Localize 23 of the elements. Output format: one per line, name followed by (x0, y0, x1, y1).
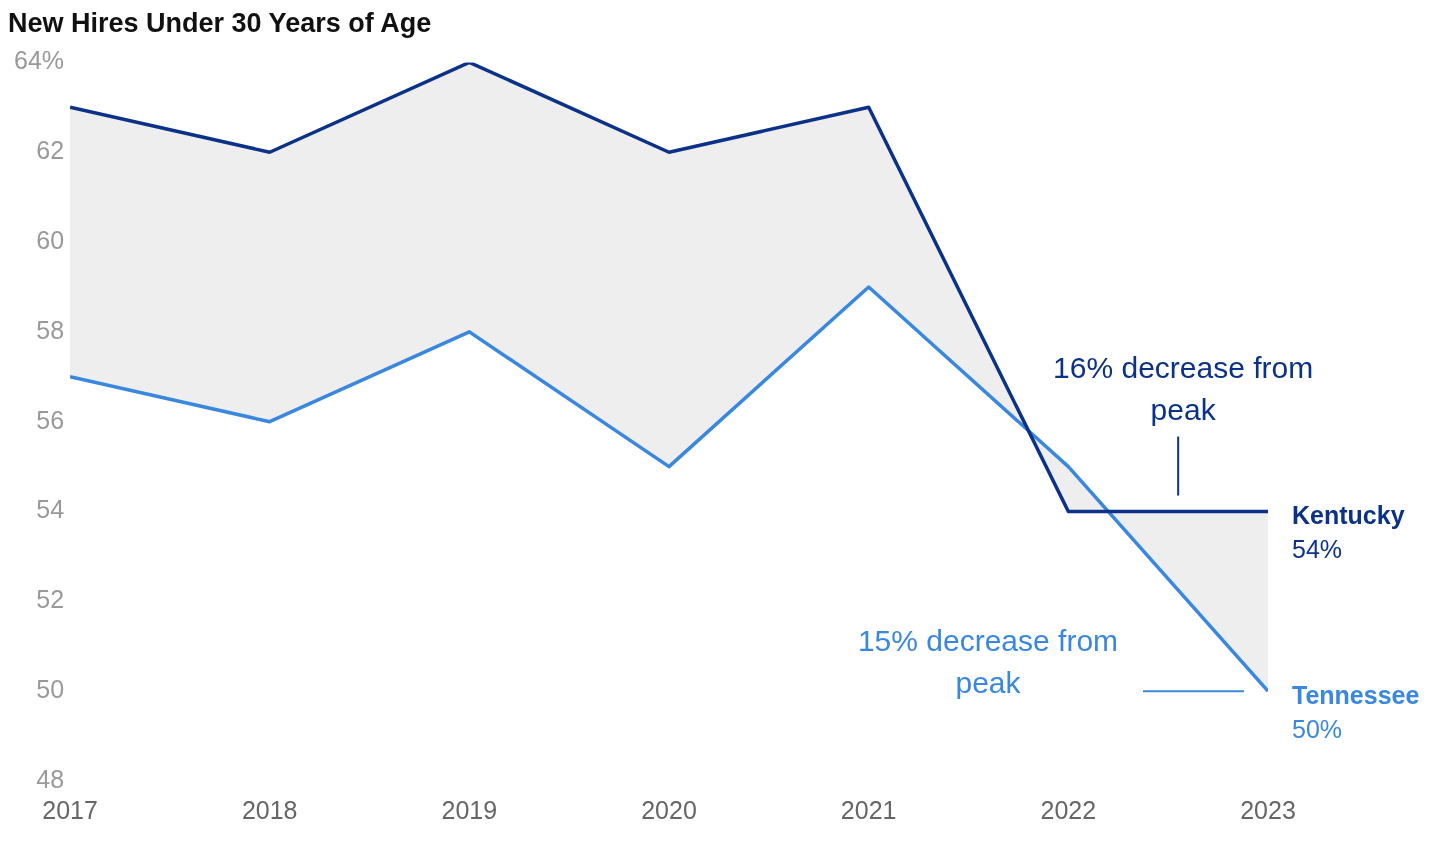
x-tick-label: 2019 (441, 795, 498, 824)
x-tick-label: 2020 (641, 795, 697, 824)
annotation: 16% decrease from peak (1053, 350, 1314, 426)
x-tick-label: 2023 (1240, 795, 1296, 824)
data-label: 54% (1292, 535, 1343, 564)
y-tick-label: 54 (36, 495, 65, 524)
y-tick-label: 58 (36, 315, 65, 344)
y-tick-label: 64% (13, 46, 65, 75)
y-tick-label: 52 (36, 585, 65, 614)
legend-label: Tennessee (1292, 681, 1420, 710)
chart-title: New Hires Under 30 Years of Age (8, 7, 432, 38)
x-tick-label: 2018 (241, 795, 298, 824)
series-label: Kentucky (1292, 501, 1405, 530)
y-tick-label: 56 (36, 405, 65, 434)
x-tick-label: 2017 (42, 795, 98, 824)
y-tick-label: 60 (36, 225, 65, 254)
y-tick-label: 62 (36, 136, 65, 165)
x-tick-label: 2021 (840, 795, 897, 824)
y-tick-label: 50 (36, 675, 65, 704)
x-tick-label: 2022 (1040, 795, 1097, 824)
data-label: 50% (1292, 715, 1343, 744)
y-tick-label: 48 (36, 764, 65, 793)
annotation: 15% decrease from peak (857, 624, 1119, 700)
